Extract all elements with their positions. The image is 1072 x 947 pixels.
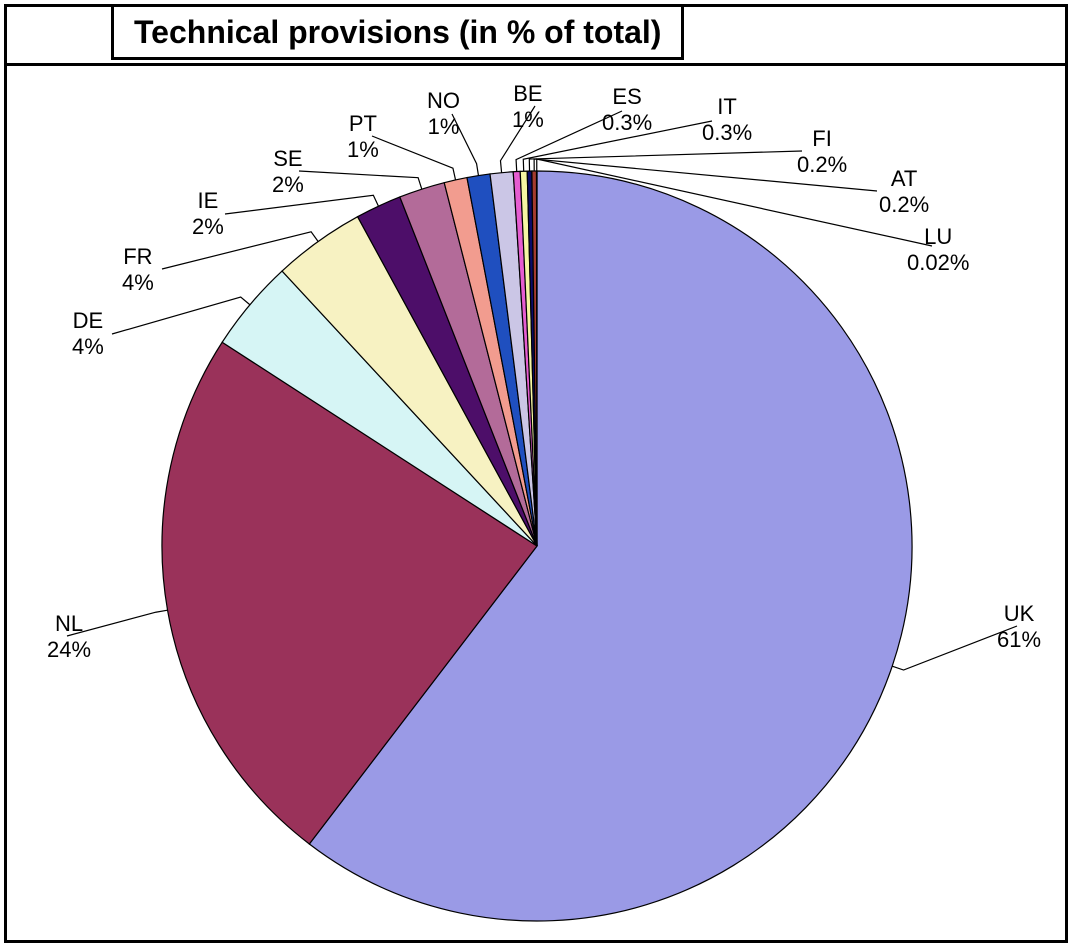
slice-label-pct: 4%	[122, 270, 154, 296]
slice-label-name: UK	[997, 601, 1041, 627]
slice-label-name: SE	[272, 146, 304, 172]
slice-label-pct: 61%	[997, 627, 1041, 653]
slice-label-nl: NL24%	[47, 611, 91, 664]
slice-label-name: PT	[347, 111, 379, 137]
slice-label-pct: 1%	[347, 137, 379, 163]
slice-label-pct: 0.02%	[907, 250, 969, 276]
chart-area: UK61%NL24%DE4%FR4%IE2%SE2%PT1%NO1%BE1%ES…	[7, 63, 1065, 943]
slice-label-name: DE	[72, 308, 104, 334]
slice-label-fi: FI0.2%	[797, 126, 847, 179]
slice-label-pt: PT1%	[347, 111, 379, 164]
slice-label-name: LU	[907, 224, 969, 250]
slice-label-no: NO1%	[427, 88, 460, 141]
slice-label-pct: 1%	[512, 107, 544, 133]
slice-label-pct: 0.2%	[797, 152, 847, 178]
slice-label-be: BE1%	[512, 81, 544, 134]
slice-label-pct: 0.3%	[602, 110, 652, 136]
chart-title: Technical provisions (in % of total)	[134, 14, 661, 51]
slice-label-fr: FR4%	[122, 244, 154, 297]
slice-label-se: SE2%	[272, 146, 304, 199]
slice-label-ie: IE2%	[192, 188, 224, 241]
slice-label-pct: 0.2%	[879, 192, 929, 218]
leader-fi	[529, 151, 802, 171]
slice-label-name: NL	[47, 611, 91, 637]
slice-label-pct: 1%	[427, 114, 460, 140]
slice-label-uk: UK61%	[997, 601, 1041, 654]
slice-label-lu: LU0.02%	[907, 224, 969, 277]
chart-frame: Technical provisions (in % of total) UK6…	[4, 4, 1068, 943]
leader-se	[299, 171, 422, 189]
slice-label-name: IE	[192, 188, 224, 214]
slice-label-name: AT	[879, 166, 929, 192]
slice-label-name: IT	[702, 94, 752, 120]
slice-label-pct: 0.3%	[702, 120, 752, 146]
slice-label-name: FI	[797, 126, 847, 152]
slice-label-pct: 2%	[192, 214, 224, 240]
slice-label-pct: 24%	[47, 637, 91, 663]
leader-pt	[372, 136, 456, 180]
slice-label-name: BE	[512, 81, 544, 107]
slice-label-de: DE4%	[72, 308, 104, 361]
slice-label-at: AT0.2%	[879, 166, 929, 219]
slice-label-name: NO	[427, 88, 460, 114]
slice-label-pct: 2%	[272, 172, 304, 198]
slice-label-name: ES	[602, 84, 652, 110]
leader-de	[112, 297, 250, 334]
slice-label-es: ES0.3%	[602, 84, 652, 137]
slice-label-pct: 4%	[72, 334, 104, 360]
title-bar: Technical provisions (in % of total)	[111, 4, 684, 60]
slice-label-name: FR	[122, 244, 154, 270]
slice-label-it: IT0.3%	[702, 94, 752, 147]
